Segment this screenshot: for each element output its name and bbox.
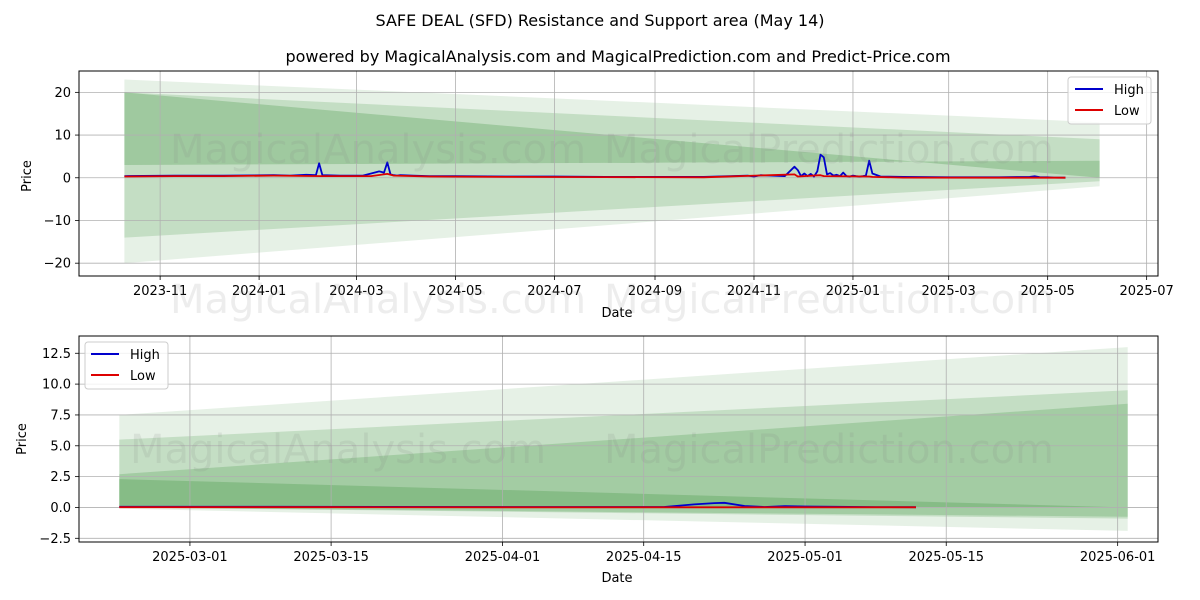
bottom-plot-frame bbox=[78, 335, 1159, 543]
top-legend: High Low bbox=[1067, 76, 1152, 125]
band-0 bbox=[119, 347, 1128, 531]
y-tick-label: 0 bbox=[63, 171, 71, 186]
x-tick-label: 2024-11 bbox=[727, 284, 781, 299]
x-tick-label: 2025-06-01 bbox=[1080, 550, 1156, 565]
chart-title: SAFE DEAL (SFD) Resistance and Support a… bbox=[375, 11, 824, 30]
bottom-watermark-right: MagicalPrediction.com bbox=[604, 427, 1054, 473]
y-tick-label: 12.5 bbox=[42, 347, 71, 362]
bottom-x-axis-label: Date bbox=[601, 571, 632, 586]
bottom-legend: High Low bbox=[84, 341, 169, 390]
top-y-axis: −20 −10 0 10 20 bbox=[44, 86, 79, 272]
y-tick-label: 0.0 bbox=[50, 501, 71, 516]
band-1 bbox=[124, 92, 1100, 238]
x-tick-label: 2024-09 bbox=[628, 284, 682, 299]
bottom-support-resistance-bands bbox=[119, 347, 1128, 531]
top-watermark-left: MagicalAnalysis.com bbox=[170, 127, 586, 173]
y-tick-label: 20 bbox=[54, 86, 71, 101]
x-tick-label: 2024-03 bbox=[329, 284, 383, 299]
x-tick-label: 2025-07 bbox=[1119, 284, 1173, 299]
band-3 bbox=[119, 479, 1128, 508]
y-tick-label: 10.0 bbox=[42, 378, 71, 393]
band-2 bbox=[119, 403, 1128, 517]
top-x-axis: 2023-11 2024-01 2024-03 2024-05 2024-07 2024-… bbox=[133, 276, 1174, 299]
x-tick-label: 2025-03-01 bbox=[152, 550, 228, 565]
top-panel: 2023-11 2024-01 2024-03 2024-05 2024-07 2024-… bbox=[20, 70, 1174, 323]
top-watermark-left-lower: MagicalAnalysis.com bbox=[170, 277, 586, 323]
bottom-y-axis-label: Price bbox=[15, 423, 30, 455]
bottom-x-axis: 2025-03-01 2025-03-15 2025-04-01 2025-04-15… bbox=[152, 542, 1155, 565]
x-tick-label: 2025-05-15 bbox=[908, 550, 984, 565]
x-tick-label: 2024-01 bbox=[232, 284, 286, 299]
band-1 bbox=[119, 390, 1128, 519]
bottom-legend-low-label: Low bbox=[130, 369, 156, 384]
top-x-axis-label: Date bbox=[601, 306, 632, 321]
y-tick-label: −2.5 bbox=[39, 532, 71, 547]
y-tick-label: 7.5 bbox=[50, 408, 71, 423]
x-tick-label: 2024-05 bbox=[428, 284, 482, 299]
y-tick-label: 2.5 bbox=[50, 470, 71, 485]
x-tick-label: 2025-03 bbox=[922, 284, 976, 299]
x-tick-label: 2025-05 bbox=[1021, 284, 1075, 299]
y-tick-label: −10 bbox=[44, 214, 71, 229]
high-price-line bbox=[124, 153, 1066, 179]
chart-subtitle: powered by MagicalAnalysis.com and Magic… bbox=[285, 47, 950, 66]
low-price-line bbox=[124, 172, 1066, 179]
y-tick-label: −20 bbox=[44, 257, 71, 272]
x-tick-label: 2025-04-15 bbox=[606, 550, 682, 565]
y-tick-label: 5.0 bbox=[50, 439, 71, 454]
y-tick-label: 10 bbox=[54, 129, 71, 144]
bottom-panel: 2025-03-01 2025-03-15 2025-04-01 2025-04-15… bbox=[15, 335, 1159, 586]
x-tick-label: 2024-07 bbox=[527, 284, 581, 299]
x-tick-label: 2025-05-01 bbox=[767, 550, 843, 565]
x-tick-label: 2023-11 bbox=[133, 284, 187, 299]
top-watermark-right: MagicalPrediction.com bbox=[604, 127, 1054, 173]
bottom-price-lines bbox=[119, 501, 917, 509]
top-price-lines bbox=[124, 153, 1066, 179]
top-plot-frame bbox=[78, 70, 1159, 277]
band-0 bbox=[124, 79, 1100, 264]
bottom-legend-high-label: High bbox=[130, 348, 160, 363]
bottom-y-axis: −2.5 0.0 2.5 5.0 7.5 10.0 12.5 bbox=[39, 347, 79, 547]
top-y-axis-label: Price bbox=[20, 160, 35, 192]
top-legend-low-label: Low bbox=[1114, 104, 1140, 119]
bottom-watermark-left: MagicalAnalysis.com bbox=[130, 427, 546, 473]
x-tick-label: 2025-03-15 bbox=[293, 550, 369, 565]
top-watermark-right-lower: MagicalPrediction.com bbox=[604, 277, 1054, 323]
top-legend-high-label: High bbox=[1114, 83, 1144, 98]
x-tick-label: 2025-04-01 bbox=[465, 550, 541, 565]
x-tick-label: 2025-01 bbox=[826, 284, 880, 299]
